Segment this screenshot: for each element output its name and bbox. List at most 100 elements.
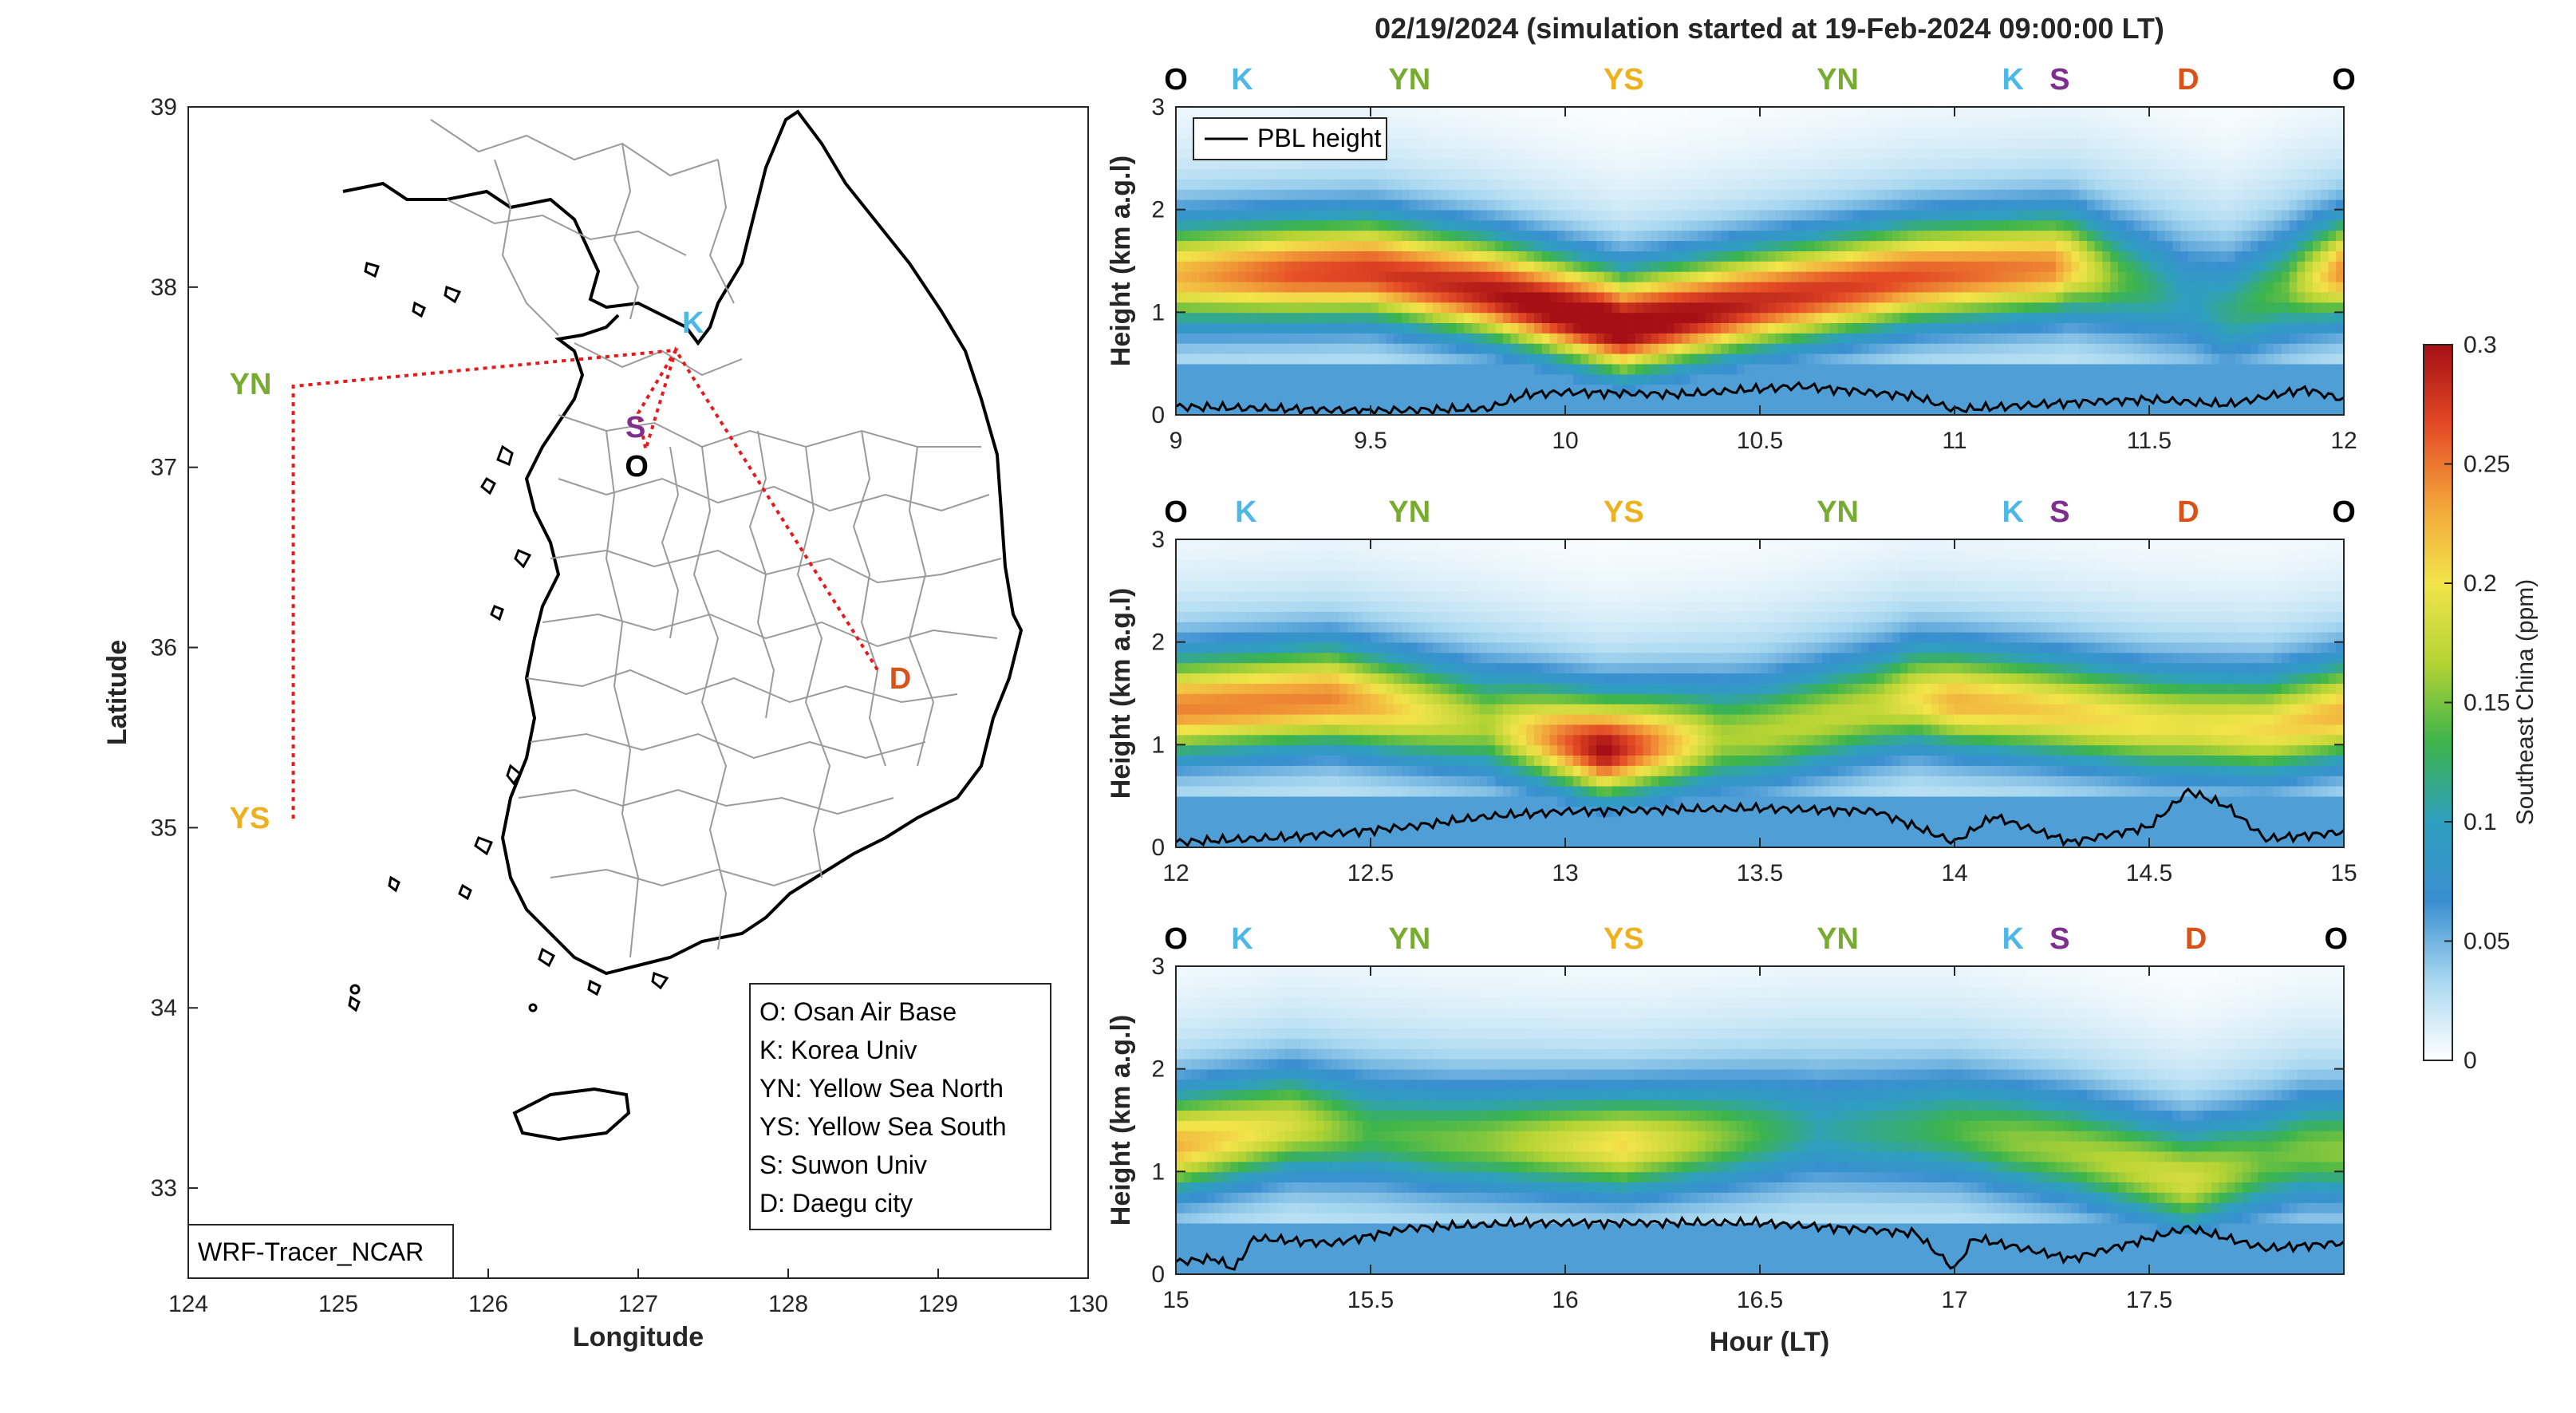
island-outlines <box>348 262 669 1012</box>
heatmap-cell <box>2009 291 2018 303</box>
heatmap-cell <box>1596 353 1605 365</box>
heatmap-cell <box>1433 302 1442 314</box>
heatmap-cell <box>1619 199 1628 211</box>
heatmap-cell <box>1526 240 1535 251</box>
heatmap-cell <box>1176 683 1185 694</box>
heatmap-cell <box>1822 322 1831 334</box>
heatmap-cell <box>2071 199 2080 211</box>
heatmap-cell <box>2063 127 2073 139</box>
heatmap-cell <box>1993 127 2002 139</box>
heatmap-cell <box>2243 373 2251 385</box>
heatmap-cell <box>2203 107 2212 118</box>
pbl-legend-label: PBL height <box>1257 124 1381 152</box>
heatmap-cell <box>1409 209 1418 221</box>
heatmap-cell <box>1580 116 1590 128</box>
heatmap-cell <box>1269 219 1278 231</box>
heatmap-cell <box>1261 662 1270 674</box>
heatmap-cell <box>2203 219 2212 231</box>
heatmap-cell <box>1611 137 1621 149</box>
heatmap-cell <box>1962 363 1971 375</box>
heatmap-cell <box>1269 384 1278 396</box>
heatmap-cell <box>1744 270 1753 282</box>
heatmap-cell <box>1939 322 1948 334</box>
heatmap-cell <box>2305 158 2314 169</box>
heatmap-cell <box>1534 148 1543 160</box>
heatmap-cell <box>1580 270 1590 282</box>
heatmap-cell <box>1907 302 1916 314</box>
site-label-k: K <box>2002 63 2024 97</box>
heatmap-cell <box>1479 353 1489 365</box>
heatmap-cell <box>1931 230 1940 242</box>
heatmap-cell <box>1518 179 1527 190</box>
heatmap-cell <box>2243 363 2251 375</box>
heatmap-cell <box>1214 251 1224 262</box>
heatmap-cell <box>2328 312 2337 323</box>
heatmap-cell <box>2102 188 2111 200</box>
heatmap-cell <box>1238 795 1247 807</box>
heatmap-cell <box>2266 281 2274 293</box>
heatmap-cell <box>2289 188 2298 200</box>
heatmap-cell <box>2048 116 2057 128</box>
heatmap-cell <box>2071 373 2080 385</box>
heatmap-cell <box>2118 281 2127 293</box>
heatmap-cell <box>2258 373 2267 385</box>
heatmap-cell <box>1425 230 1434 242</box>
heatmap-cell <box>1955 188 1963 200</box>
heatmap-cell <box>1502 322 1512 334</box>
heatmap-cell <box>2235 333 2243 344</box>
heatmap-cell <box>1752 199 1761 211</box>
heatmap-cell <box>1962 251 1971 262</box>
heatmap-cell <box>1448 116 1458 128</box>
heatmap-cell <box>1276 342 1286 354</box>
heatmap-cell <box>2328 251 2337 262</box>
heatmap-cell <box>1604 158 1613 169</box>
map-x-tick-label: 128 <box>768 1291 808 1317</box>
heatmap-cell <box>1791 394 1800 405</box>
heatmap-cell <box>2328 394 2337 405</box>
heatmap-cell <box>1829 281 1839 293</box>
heatmap-cell <box>2024 363 2034 375</box>
heatmap-cell <box>2211 230 2220 242</box>
heatmap-cell <box>2336 107 2344 118</box>
heatmap-cell <box>1978 373 1986 385</box>
heatmap-cell <box>2313 179 2322 190</box>
heatmap-cell <box>1876 127 1885 139</box>
heatmap-cell <box>1986 394 1994 405</box>
heatmap-cell <box>1744 148 1753 160</box>
heatmap-cell <box>1199 621 1208 633</box>
heatmap-cell <box>2219 405 2228 415</box>
heatmap-cell <box>1363 168 1371 180</box>
map-y-tick-label: 35 <box>151 815 177 841</box>
heatmap-cell <box>1837 291 1847 303</box>
heatmap-cell <box>1822 302 1831 314</box>
heatmap-cell <box>1659 333 1667 344</box>
heatmap-cell <box>1191 652 1201 664</box>
heatmap-cell <box>2009 394 2018 405</box>
heatmap-cell <box>2289 270 2298 282</box>
heatmap-cell <box>2063 302 2073 314</box>
heatmap-cell <box>1705 261 1714 272</box>
heatmap-cell <box>1791 251 1800 262</box>
heatmap-cell <box>1230 312 1239 323</box>
heatmap-cell <box>1245 652 1255 664</box>
heatmap-cell <box>1822 107 1831 118</box>
heatmap-cell <box>1729 394 1738 405</box>
heatmap-cell <box>1176 127 1185 139</box>
heatmap-cell <box>2063 363 2073 375</box>
heatmap-cell <box>2219 251 2228 262</box>
heatmap-cell <box>2328 363 2337 375</box>
heatmap-cell <box>1923 219 1932 231</box>
heatmap-cell <box>2305 219 2314 231</box>
heatmap-cell <box>1191 281 1201 293</box>
heatmap-cell <box>1269 291 1278 303</box>
heatmap-cell <box>1464 116 1473 128</box>
heatmap-cell <box>2274 384 2282 396</box>
heatmap-cell <box>1822 261 1831 272</box>
heatmap-cell <box>1339 199 1348 211</box>
heatmap-cell <box>1261 384 1270 396</box>
heatmap-cell <box>1433 148 1442 160</box>
heatmap-cell <box>2274 373 2282 385</box>
heatmap-cell <box>1627 107 1636 118</box>
heatmap-cell <box>1394 127 1402 139</box>
